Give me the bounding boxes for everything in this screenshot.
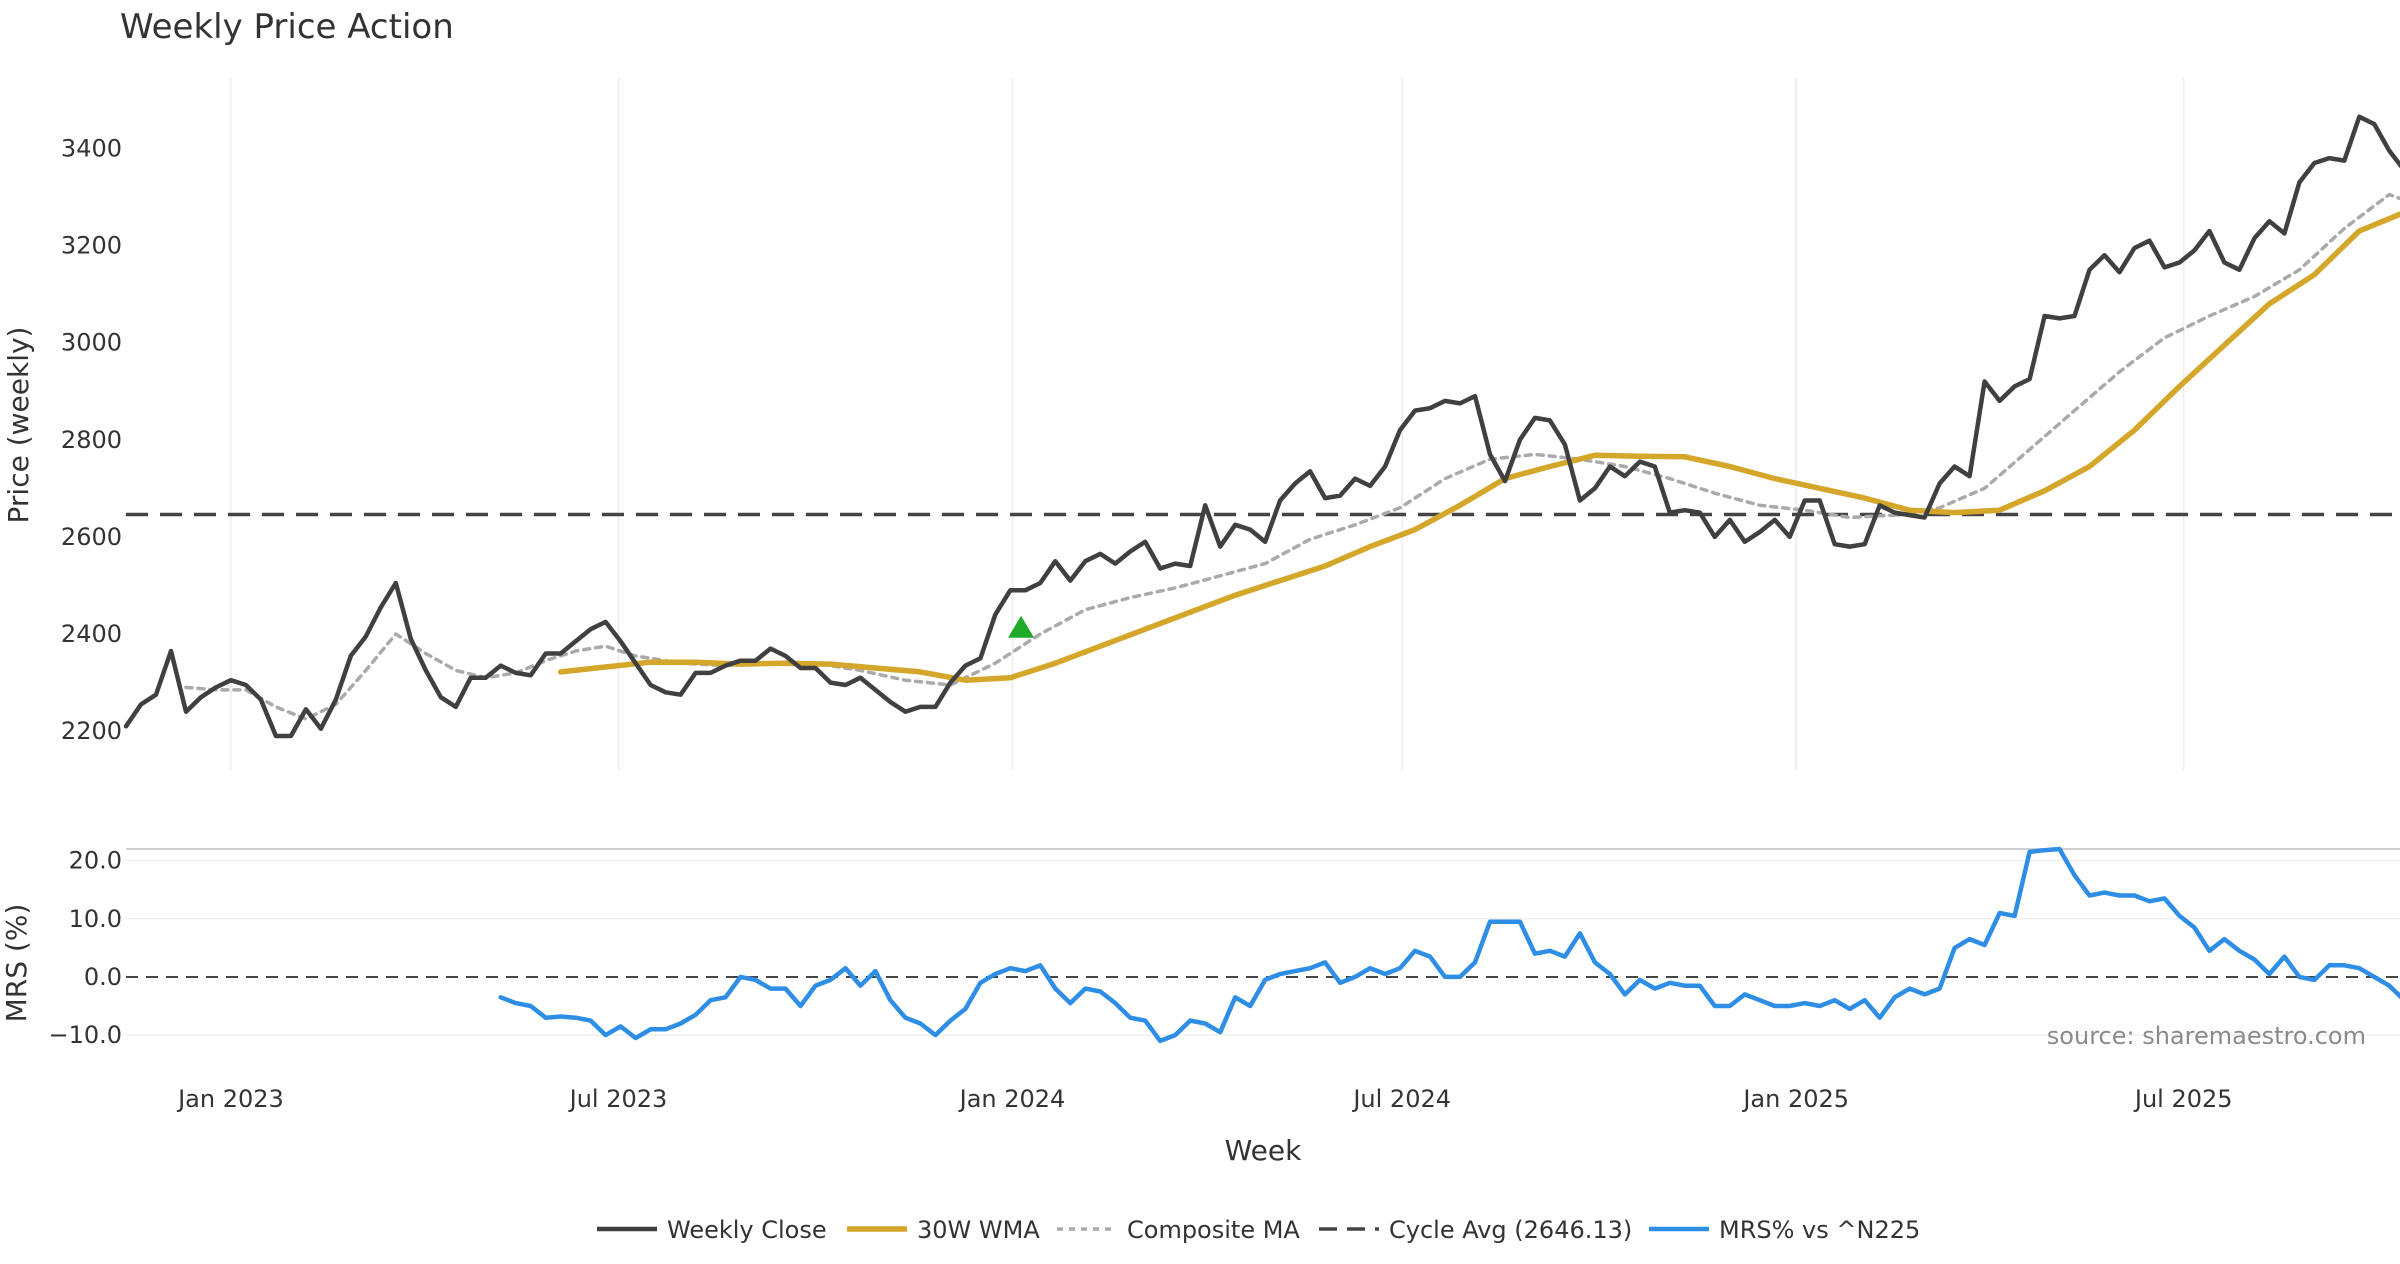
price-y-tick-label: 2800	[61, 426, 122, 454]
x-tick-labels: Jan 2023 Jul 2023 Jan 2024 Jul 2024 Jan 2025…	[176, 1085, 2233, 1113]
mrs-gridlines	[126, 859, 2400, 1036]
legend: Weekly Close 30W WMA Composite MA Cycle Avg…	[597, 1216, 1920, 1244]
mrs-y-tick-label: 20.0	[69, 847, 122, 875]
x-tick-label: Jul 2024	[1351, 1085, 1451, 1113]
source-note: source: sharemaestro.com	[2047, 1022, 2366, 1050]
mrs-y-tick-label: 10.0	[69, 905, 122, 933]
x-tick-label: Jan 2024	[958, 1085, 1066, 1113]
price-series	[123, 114, 2400, 739]
price-y-tick-label: 3400	[61, 134, 122, 162]
x-axis-title: Week	[1225, 1134, 1302, 1167]
mrs-panel: 20.0 10.0 0.0 −10.0 MRS (%) source: sharema…	[0, 846, 2400, 1050]
buy-signal-marker	[1008, 615, 1035, 638]
legend-label: 30W WMA	[917, 1216, 1040, 1244]
price-y-axis-title: Price (weekly)	[2, 327, 35, 524]
legend-label: Weekly Close	[667, 1216, 827, 1244]
mrs-series	[498, 846, 2400, 1044]
price-panel: 2200 2400 2600 2800 3000 3200 3400 Price (week…	[2, 78, 2400, 770]
price-y-tick-label: 2600	[61, 523, 122, 551]
x-tick-label: Jan 2025	[1741, 1085, 1849, 1113]
chart-title: Weekly Price Action	[120, 7, 454, 47]
mrs-y-tick-label: −10.0	[48, 1021, 122, 1049]
legend-label: Composite MA	[1127, 1216, 1300, 1244]
legend-label: Cycle Avg (2646.13)	[1389, 1216, 1632, 1244]
series-composite-ma	[184, 192, 2400, 721]
legend-label: MRS% vs ^N225	[1719, 1216, 1920, 1244]
price-y-tick-labels: 2200 2400 2600 2800 3000 3200 3400	[61, 134, 122, 745]
mrs-y-tick-label: 0.0	[84, 963, 122, 991]
price-y-tick-label: 2200	[61, 717, 122, 745]
price-y-tick-label: 3200	[61, 232, 122, 260]
mrs-y-axis-title: MRS (%)	[0, 904, 33, 1023]
series-mrs-vs-n225	[498, 846, 2400, 1044]
price-gridlines	[230, 78, 2185, 770]
x-tick-label: Jul 2023	[568, 1085, 668, 1113]
price-y-tick-label: 3000	[61, 329, 122, 357]
series-weekly-close	[123, 114, 2400, 739]
x-tick-label: Jul 2025	[2133, 1085, 2233, 1113]
mrs-y-tick-labels: 20.0 10.0 0.0 −10.0	[48, 847, 122, 1049]
x-tick-label: Jan 2023	[176, 1085, 284, 1113]
price-y-tick-label: 2400	[61, 620, 122, 648]
